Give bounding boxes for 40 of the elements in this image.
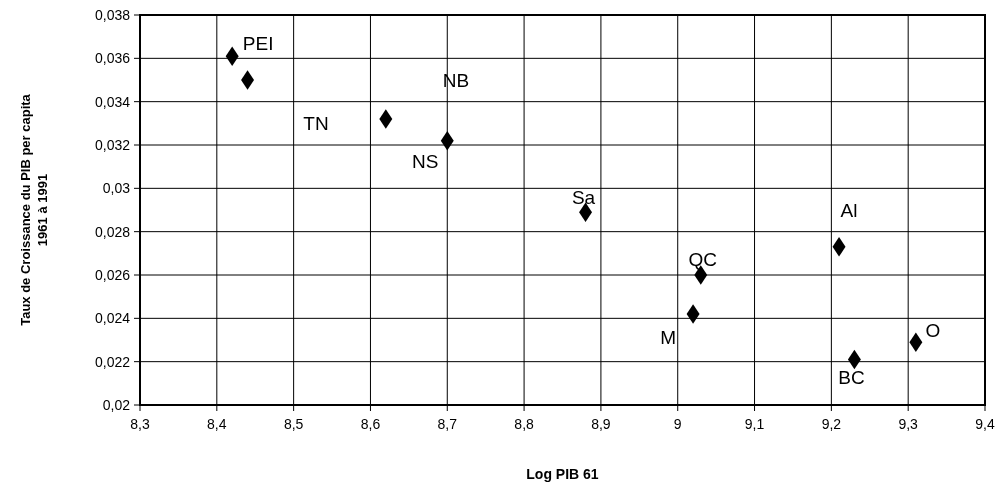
y-tick-label: 0,028 [94, 223, 131, 240]
x-tick-label: 8,5 [283, 416, 304, 432]
y-tick-label: 0,02 [102, 397, 131, 413]
x-tick-label: 9,1 [744, 416, 765, 432]
x-tick-label: 8,9 [591, 416, 611, 432]
point [379, 109, 393, 129]
y-tick-label: 0,022 [94, 353, 131, 370]
x-tick-label: 8,4 [207, 416, 227, 432]
y-tick-label: 0,026 [94, 267, 131, 283]
y-tick-label: 0,038 [94, 7, 131, 23]
x-tick-label: 9 [673, 416, 682, 432]
x-tick-label: 9,3 [898, 416, 919, 432]
y-axis-title: Taux de Croissance du PIB per capita 1961 à 1991 [18, 93, 50, 326]
x-tick-label: 8,6 [360, 416, 381, 432]
annotation: Al [840, 199, 858, 221]
x-tick-label: 8,3 [130, 416, 150, 432]
y-tick-label: 0,032 [94, 137, 131, 153]
x-tick-label: 9,2 [821, 416, 842, 432]
annotation: NS [412, 150, 439, 172]
x-tick-label: 8,7 [437, 416, 458, 432]
annotation: M [660, 327, 676, 348]
annotation: BC [838, 366, 865, 388]
point [241, 70, 255, 90]
point [686, 304, 700, 324]
point [832, 237, 846, 257]
annotation: PEI [242, 33, 274, 55]
annotation: O [925, 320, 941, 342]
x-tick-label: 8,8 [514, 416, 535, 432]
y-tick-label: 0,03 [102, 180, 131, 197]
annotation: Sa [571, 187, 596, 209]
annotation: TN [303, 113, 329, 134]
y-tick-label: 0,034 [94, 93, 131, 110]
point [579, 202, 593, 222]
y-tick-label: 0,024 [94, 310, 131, 327]
y-tick-label: 0,036 [94, 50, 131, 67]
point [909, 332, 923, 352]
x-tick-label: 9,4 [975, 416, 995, 432]
point [225, 46, 239, 66]
x-axis-title: Log PIB 61 [526, 466, 599, 482]
annotation: QC [688, 249, 718, 270]
